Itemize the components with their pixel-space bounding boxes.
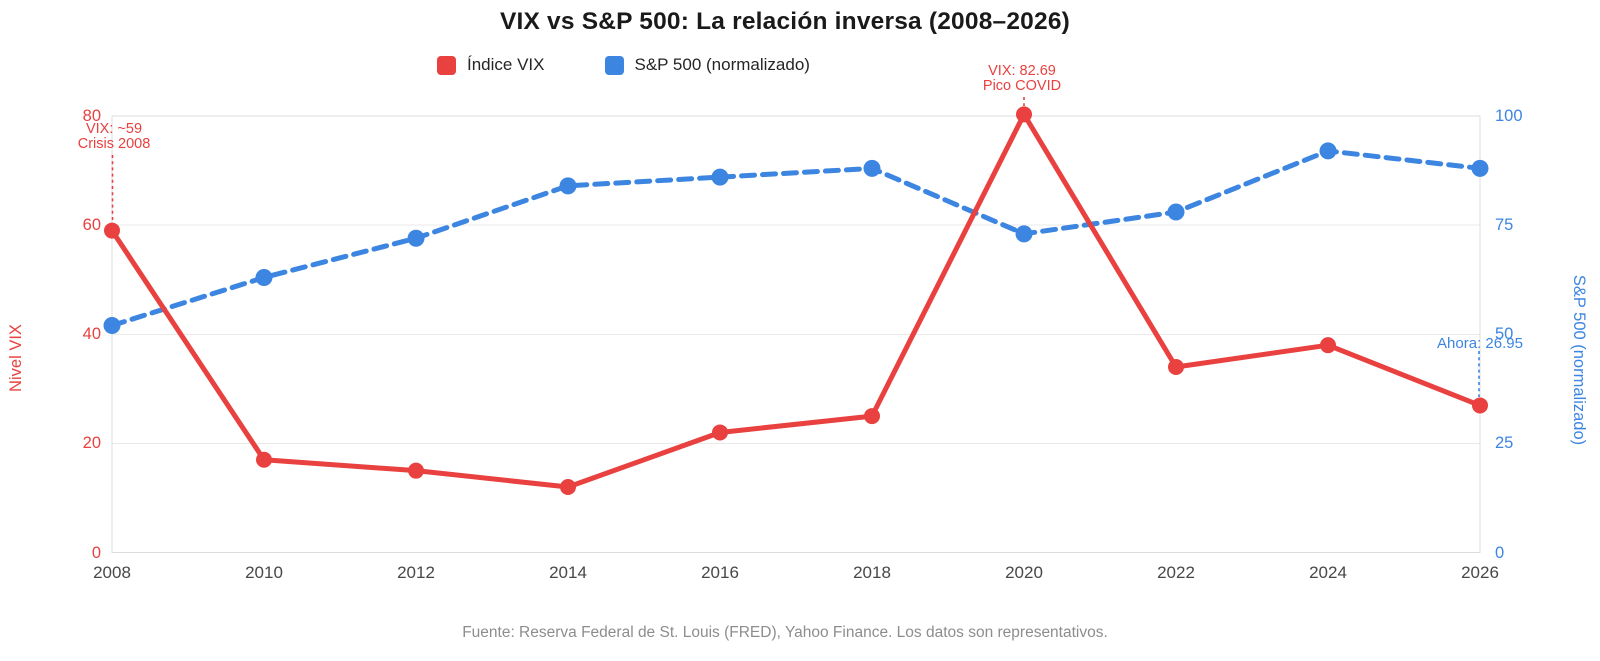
axis-tick-label: 75 (1495, 216, 1514, 235)
axis-tick-label: 2018 (853, 563, 891, 582)
legend: Índice VIX S&P 500 (normalizado) (437, 55, 810, 75)
annotation-line: VIX: ~59 (85, 121, 143, 137)
sp500-data-point[interactable] (559, 177, 577, 195)
axis-tick-label: 2026 (1461, 563, 1499, 582)
vix-data-point[interactable] (408, 462, 424, 479)
annotation-line: VIX: 82.69 (988, 63, 1056, 79)
axis-tick-label: 0 (1495, 543, 1505, 562)
axis-tick-label: 80 (82, 107, 101, 125)
plot-border (111, 115, 1481, 553)
axis-tick-label: 2010 (245, 563, 283, 582)
legend-label: S&P 500 (normalizado) (634, 55, 810, 74)
vix-data-point[interactable] (1472, 397, 1488, 414)
annotation-line: Pico COVID (982, 78, 1062, 94)
annotation-ahora: Ahora: 26.95 (1437, 336, 1523, 351)
annotation-pico-covid: VIX: 82.69 Pico COVID (983, 64, 1061, 94)
annotation-line: Crisis 2008 (77, 136, 151, 152)
vix-data-point[interactable] (256, 451, 272, 468)
sp500-data-point[interactable] (1167, 203, 1185, 221)
sp500-line[interactable] (109, 148, 1483, 329)
axis-tick-label: 40 (82, 325, 101, 344)
axis-tick-label: 2022 (1157, 563, 1195, 582)
vix-data-point[interactable] (864, 408, 880, 425)
vix-legend-swatch-icon (437, 55, 456, 75)
axis-tick-label: 2014 (549, 563, 587, 582)
axis-tick-label: 2024 (1309, 563, 1347, 582)
vix-data-point[interactable] (104, 222, 120, 239)
vix-data-point[interactable] (1016, 106, 1032, 123)
right-axis-title: S&P 500 (normalizado) (1570, 274, 1588, 446)
axis-tick-label: 20 (82, 434, 101, 453)
sp500-data-point[interactable] (1319, 142, 1337, 160)
legend-item-sp500[interactable]: S&P 500 (normalizado) (604, 55, 810, 75)
axis-tick-label: 100 (1495, 107, 1523, 125)
vix-data-point[interactable] (712, 424, 728, 441)
annotation-line: Ahora: 26.95 (1437, 335, 1523, 352)
legend-item-vix[interactable]: Índice VIX (437, 55, 545, 75)
axis-tick-label: 50 (1495, 325, 1514, 344)
vix-line[interactable] (109, 111, 1483, 490)
axis-tick-label: 2008 (93, 563, 131, 582)
sp500-data-point[interactable] (1471, 159, 1489, 177)
chart-title: VIX vs S&P 500: La relación inversa (200… (499, 8, 1071, 35)
sp500-data-point[interactable] (1015, 225, 1033, 243)
axis-tick-label: 0 (91, 543, 101, 562)
annotation-crisis-2008: VIX: ~59 Crisis 2008 (78, 122, 151, 152)
axis-tick-label: 2020 (1005, 563, 1043, 582)
left-axis-title: Nivel VIX (7, 324, 25, 392)
axis-tick-label: 2016 (701, 563, 739, 582)
axis-tick-label: 25 (1495, 434, 1514, 453)
sp500-data-point[interactable] (711, 168, 729, 186)
source-footer: Fuente: Reserva Federal de St. Louis (FR… (462, 624, 1108, 641)
axis-tick-label: 60 (82, 216, 101, 235)
sp500-data-point[interactable] (407, 229, 425, 247)
legend-label: Índice VIX (467, 55, 545, 74)
axis-tick-label: 2012 (397, 563, 435, 582)
sp500-data-point[interactable] (863, 159, 881, 177)
vix-data-point[interactable] (1168, 358, 1184, 375)
sp500-legend-swatch-icon (604, 55, 624, 75)
sp500-data-point[interactable] (103, 317, 121, 335)
vix-data-point[interactable] (560, 479, 576, 496)
vix-data-point[interactable] (1320, 337, 1336, 354)
sp500-data-point[interactable] (255, 269, 273, 287)
